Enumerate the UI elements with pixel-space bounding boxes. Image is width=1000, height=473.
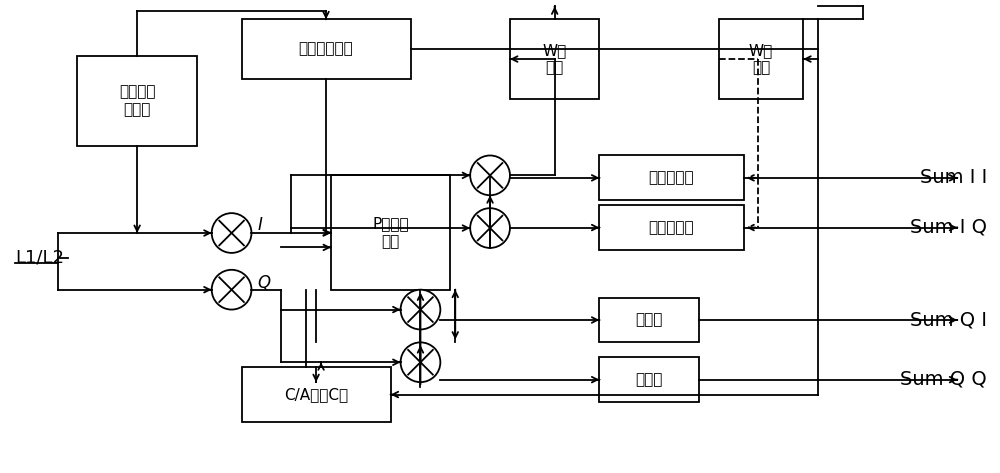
Bar: [331, 175, 450, 289]
Bar: [599, 357, 699, 402]
Circle shape: [470, 156, 510, 195]
Circle shape: [212, 213, 251, 253]
Circle shape: [212, 270, 251, 309]
Text: 累加器: 累加器: [635, 372, 663, 387]
Text: P码产生
模块: P码产生 模块: [372, 216, 409, 249]
Text: Sum I I: Sum I I: [920, 168, 987, 187]
Text: Sum Q I: Sum Q I: [910, 310, 987, 329]
Text: C/A码或C码: C/A码或C码: [284, 387, 348, 402]
Bar: [242, 367, 391, 422]
Text: W码
探测: W码 探测: [543, 43, 567, 75]
Text: I: I: [257, 216, 262, 234]
Bar: [77, 56, 197, 146]
Circle shape: [401, 342, 440, 382]
Circle shape: [401, 289, 440, 330]
Text: 码数控振荡器: 码数控振荡器: [299, 42, 353, 57]
Text: Sum I Q: Sum I Q: [910, 218, 987, 236]
Text: Q: Q: [257, 274, 271, 292]
Text: 一次累加器: 一次累加器: [649, 170, 694, 185]
Bar: [599, 298, 699, 342]
Text: 累加器: 累加器: [635, 313, 663, 327]
Circle shape: [470, 208, 510, 248]
Bar: [599, 156, 744, 200]
Text: W码
时钟: W码 时钟: [749, 43, 773, 75]
Text: Sum Q Q: Sum Q Q: [900, 370, 987, 389]
Bar: [719, 19, 803, 99]
Bar: [510, 19, 599, 99]
Text: L1/L2: L1/L2: [15, 249, 64, 267]
Text: 载波数控
振荡器: 载波数控 振荡器: [119, 85, 155, 117]
Bar: [242, 19, 411, 79]
Bar: [599, 205, 744, 250]
Text: 一次累加器: 一次累加器: [649, 220, 694, 235]
